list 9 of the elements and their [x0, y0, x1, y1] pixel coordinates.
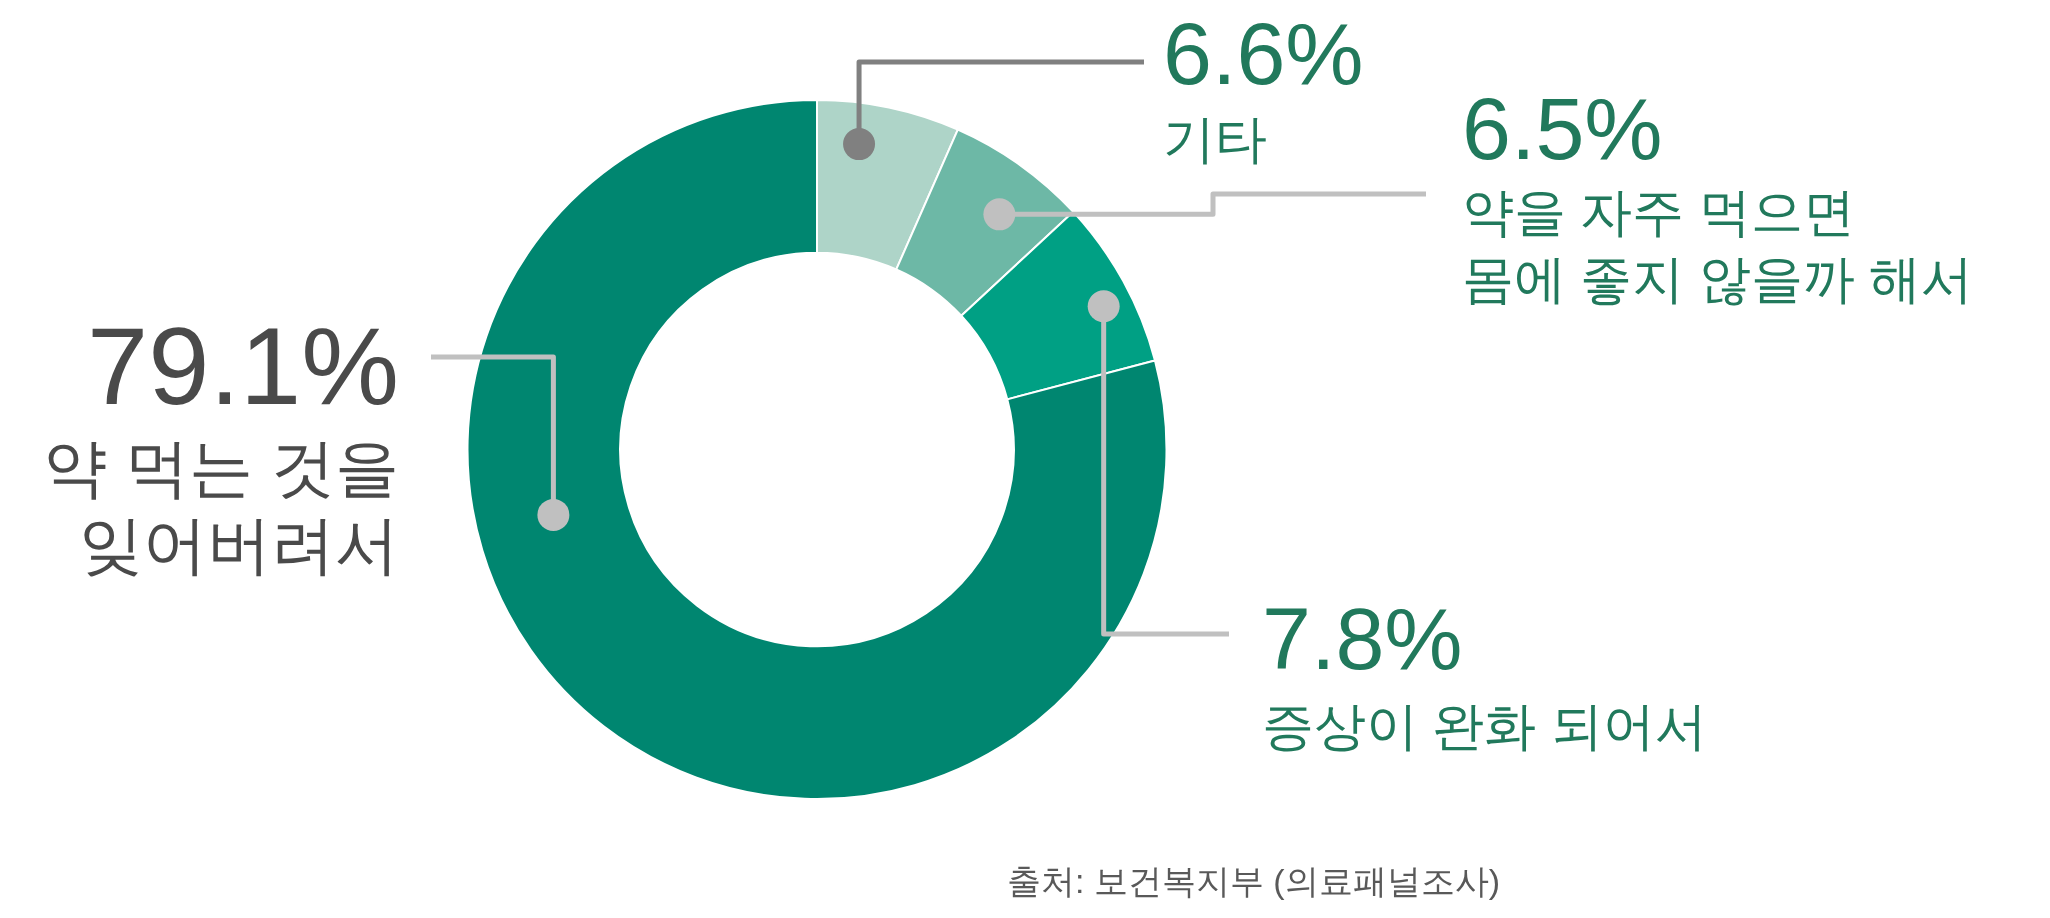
- slice-label: 약 먹는 것을 잊어버려서: [43, 432, 399, 581]
- data-label: 79.1%: [87, 304, 399, 427]
- data-label: 6.5%: [1462, 79, 1663, 178]
- slice-label: 증상이 완화 되어서: [1262, 697, 1707, 755]
- slice-label: 약을 자주 먹으면 몸에 좋지 않을까 해서: [1462, 183, 1974, 308]
- data-label: 6.6%: [1163, 4, 1364, 103]
- source-note: 출처: 보건복지부 (의료패널조사): [1007, 862, 1500, 900]
- data-label: 7.8%: [1262, 589, 1463, 688]
- slice-label: 기타: [1163, 110, 1267, 168]
